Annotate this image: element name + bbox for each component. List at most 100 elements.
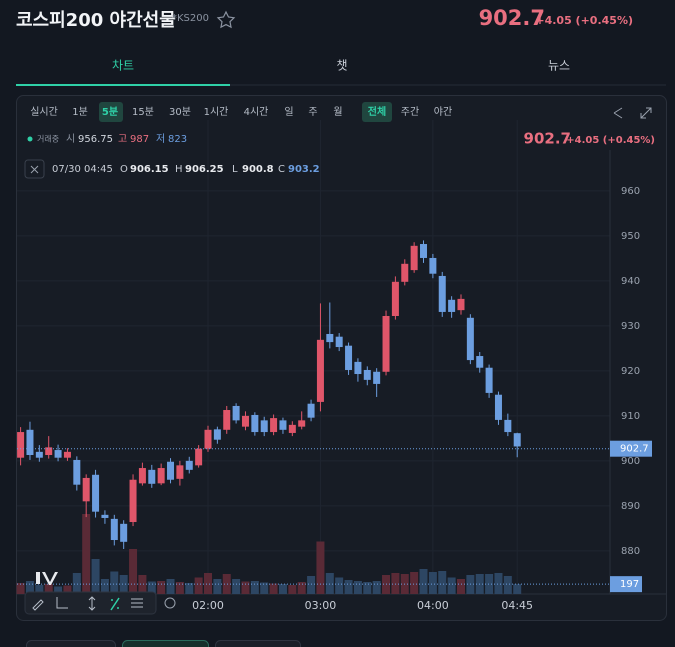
volume-bar xyxy=(363,582,372,594)
candle-body xyxy=(45,447,53,455)
candle-body xyxy=(335,336,343,348)
candle-body xyxy=(270,418,278,433)
toolbar-item[interactable]: 주 xyxy=(308,107,317,118)
candle-body xyxy=(513,433,521,447)
toolbar-item[interactable]: 5분 xyxy=(102,106,118,118)
volume-bar xyxy=(222,574,231,594)
last-volume-tag xyxy=(610,576,642,593)
volume-bar xyxy=(428,572,437,594)
volume-bar xyxy=(316,541,325,594)
volume-bar xyxy=(110,571,119,594)
legend-time: 07/30 04:45 xyxy=(52,164,113,175)
legend-value: 906.25 xyxy=(185,164,224,175)
candle-body xyxy=(176,465,184,479)
y-tick-label: 900 xyxy=(621,456,640,467)
candle-body xyxy=(241,415,249,427)
toolbar-item[interactable]: 1시간 xyxy=(204,106,229,118)
volume-bar xyxy=(372,581,381,594)
toolbar-item[interactable]: 월 xyxy=(333,106,342,118)
volume-bar xyxy=(494,573,503,594)
candle-body xyxy=(213,429,221,440)
candle-body xyxy=(354,361,362,375)
volume-bar xyxy=(35,585,44,594)
candle-body xyxy=(382,315,390,372)
info-value: 956.75 xyxy=(78,134,113,145)
bottom-button[interactable] xyxy=(122,640,209,647)
symbol: *KS200 xyxy=(172,13,209,24)
tab[interactable]: 뉴스 xyxy=(548,59,570,73)
volume-bar xyxy=(260,582,269,594)
favorite-star[interactable] xyxy=(216,10,236,29)
toolbar-item[interactable]: 전체 xyxy=(368,105,386,118)
candle-body xyxy=(345,345,353,370)
toolbar-item[interactable]: 15분 xyxy=(132,106,154,118)
volume-bar xyxy=(353,581,362,594)
volume-bar xyxy=(204,573,212,594)
volume-bar xyxy=(447,577,456,594)
candle-body xyxy=(260,420,268,433)
volume-bar xyxy=(119,575,128,594)
active-session xyxy=(362,102,392,122)
toolbar-item[interactable]: 30분 xyxy=(169,106,191,118)
candle-body xyxy=(448,299,456,312)
info-label: 저 xyxy=(156,133,165,145)
toolbar-item[interactable]: 일 xyxy=(284,106,293,118)
candle-body xyxy=(26,429,34,455)
candle-body xyxy=(73,459,81,485)
candle-body xyxy=(82,477,90,502)
candle-body xyxy=(476,356,484,368)
hide-icon[interactable] xyxy=(164,597,176,609)
volume-bar xyxy=(241,581,250,594)
toolbar-item[interactable]: 4시간 xyxy=(244,106,269,118)
volume-bar xyxy=(391,573,400,594)
x-tick-label: 04:00 xyxy=(417,599,449,612)
percent-icon[interactable] xyxy=(110,597,120,611)
candle-body xyxy=(92,474,100,512)
legend-label: H xyxy=(175,164,183,175)
last-price-label: 902.7 xyxy=(620,444,649,455)
volume-bar xyxy=(344,580,353,594)
chart-panel xyxy=(16,95,667,621)
volume-bar xyxy=(175,582,184,594)
share-icon[interactable] xyxy=(613,107,623,119)
volume-bar xyxy=(288,585,297,594)
info-value: 823 xyxy=(168,134,187,145)
candle-body xyxy=(63,451,71,458)
volume-bar xyxy=(44,584,53,594)
volume-bar xyxy=(138,575,147,594)
volume-bar xyxy=(503,576,512,594)
toolbar-item[interactable]: 1분 xyxy=(72,106,88,118)
volume-bar xyxy=(325,573,334,594)
info-label: 시 xyxy=(66,133,75,145)
candle-body xyxy=(466,317,474,361)
candle-body xyxy=(101,514,109,518)
candle-body xyxy=(232,405,240,421)
candle-body xyxy=(185,460,193,470)
close-legend[interactable] xyxy=(24,159,45,179)
tab[interactable]: 챗 xyxy=(336,58,347,73)
toolbar-item[interactable]: 야간 xyxy=(434,106,452,118)
volume-bar xyxy=(82,514,91,594)
volume-bar xyxy=(194,577,203,594)
close-icon xyxy=(30,165,39,174)
candle-body xyxy=(195,448,203,466)
tab[interactable]: 차트 xyxy=(112,59,134,73)
tv-logo xyxy=(26,572,58,585)
volume-bar xyxy=(213,579,222,594)
candle-body xyxy=(138,468,146,484)
legend-value: 906.15 xyxy=(130,164,169,175)
toolbar-item[interactable]: 실시간 xyxy=(30,106,58,118)
y-tick-label: 940 xyxy=(621,276,640,287)
candle-body xyxy=(167,461,175,480)
candle-body xyxy=(391,281,399,316)
volume-bar xyxy=(419,569,428,594)
fullscreen-icon[interactable] xyxy=(640,107,652,119)
active-interval xyxy=(99,102,123,122)
candle-body xyxy=(316,339,324,402)
x-tick-label: 04:45 xyxy=(501,599,533,612)
toolbar-item[interactable]: 주간 xyxy=(401,106,419,118)
bottom-button[interactable] xyxy=(26,640,116,647)
bottom-button[interactable] xyxy=(215,640,301,647)
volume-bar xyxy=(54,586,63,594)
header-change: +4.05 (+0.45%) xyxy=(535,14,633,27)
